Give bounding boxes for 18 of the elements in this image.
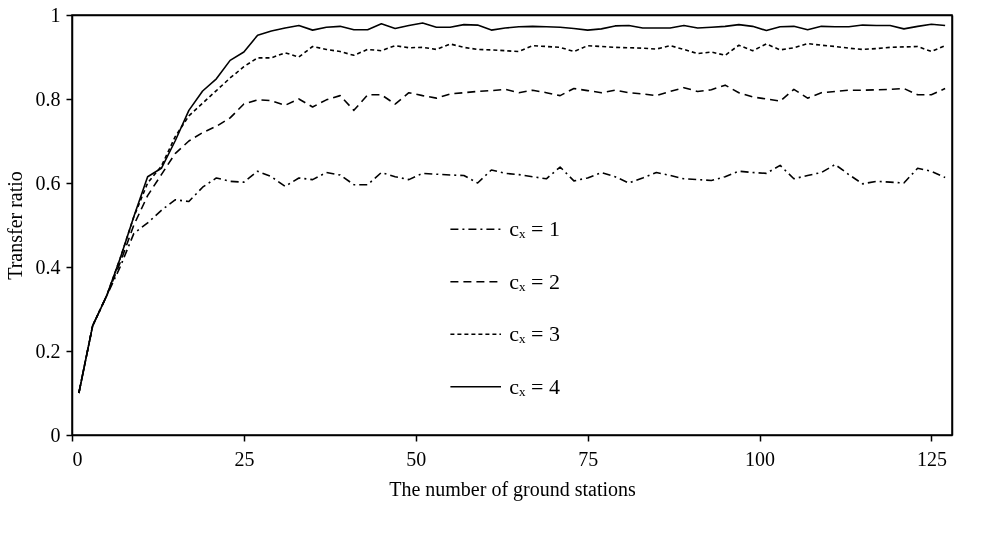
x-tick-label: 25 xyxy=(234,447,255,470)
legend-label: cₓ = 2 xyxy=(509,268,560,294)
legend-label: cₓ = 4 xyxy=(509,373,560,399)
y-tick-label: 0.8 xyxy=(35,87,61,110)
legend-label: cₓ = 3 xyxy=(509,321,560,347)
x-tick-label: 0 xyxy=(72,447,83,470)
y-tick-label: 0 xyxy=(50,423,61,446)
y-tick-label: 0.4 xyxy=(35,255,61,278)
x-tick-label: 125 xyxy=(916,447,947,470)
y-axis-title: Transfer ratio xyxy=(3,171,26,280)
y-tick-label: 0.6 xyxy=(35,171,61,194)
legend-label: cₓ = 1 xyxy=(509,216,560,242)
x-tick-label: 75 xyxy=(578,447,599,470)
x-tick-label: 100 xyxy=(745,447,775,470)
x-axis-title: The number of ground stations xyxy=(389,477,637,501)
x-tick-label: 50 xyxy=(406,447,427,470)
y-tick-label: 0.2 xyxy=(35,339,61,362)
y-tick-label: 1 xyxy=(50,3,61,26)
